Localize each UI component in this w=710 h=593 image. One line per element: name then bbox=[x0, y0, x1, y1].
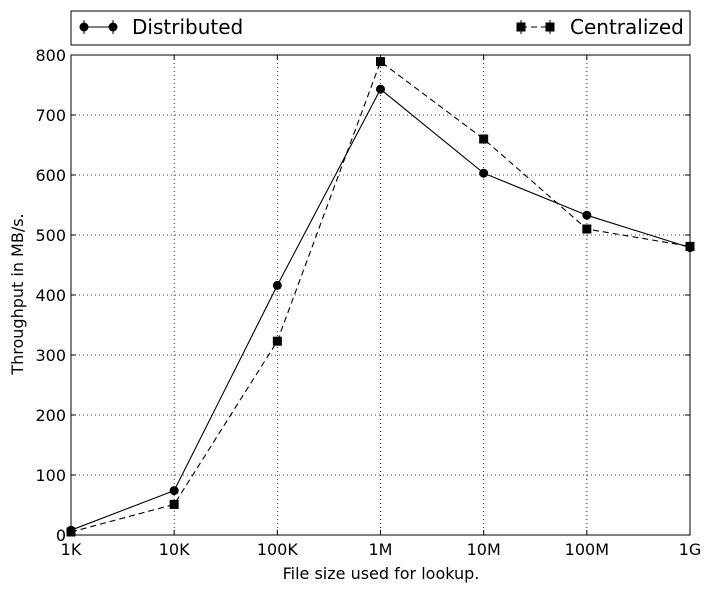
data-point-centralized bbox=[272, 336, 282, 346]
legend: Distributed Centralized bbox=[70, 10, 691, 46]
legend-marker-circle bbox=[79, 22, 89, 32]
plot-area: 1K 10K 100K 1M 10M 100M 1G 0 100 200 300 400 500 600 7… bbox=[35, 46, 701, 559]
x-tick-label: 1G bbox=[679, 540, 702, 559]
legend-label-distributed: Distributed bbox=[132, 15, 243, 39]
legend-frame bbox=[70, 10, 691, 46]
plot-frame bbox=[70, 54, 691, 536]
y-tick-label: 500 bbox=[35, 226, 66, 245]
x-tick-label: 1K bbox=[61, 540, 82, 559]
y-tick-label: 200 bbox=[35, 406, 66, 425]
data-point-centralized bbox=[376, 57, 385, 67]
data-point-distributed bbox=[479, 168, 489, 178]
legend-entry-centralized: Centralized bbox=[516, 15, 684, 39]
y-tick-label: 700 bbox=[35, 106, 66, 125]
x-tick-label: 100K bbox=[257, 540, 299, 559]
y-tick-label: 0 bbox=[56, 526, 66, 545]
x-axis-label: File size used for lookup. bbox=[283, 564, 480, 583]
legend-marker-square bbox=[545, 22, 555, 32]
data-point-distributed bbox=[272, 280, 282, 290]
data-point-distributed bbox=[376, 84, 385, 94]
legend-marker-circle bbox=[108, 22, 118, 32]
x-tick-label: 1M bbox=[369, 540, 393, 559]
x-tick-label: 100M bbox=[565, 540, 609, 559]
data-point-centralized bbox=[582, 224, 592, 234]
y-tick-label: 800 bbox=[35, 46, 66, 65]
series-line-centralized bbox=[70, 60, 691, 533]
y-tick-label: 400 bbox=[35, 286, 66, 305]
x-tick-label: 10K bbox=[159, 540, 190, 559]
data-point-centralized bbox=[169, 499, 179, 509]
legend-entry-distributed: Distributed bbox=[79, 15, 243, 39]
data-point-distributed bbox=[582, 210, 592, 220]
x-tick-label: 10M bbox=[467, 540, 501, 559]
data-point-distributed bbox=[169, 486, 179, 496]
y-tick-label: 300 bbox=[35, 346, 66, 365]
y-axis-label: Throughput in MB/s. bbox=[8, 213, 27, 375]
legend-marker-square bbox=[516, 22, 526, 32]
y-tick-label: 100 bbox=[35, 466, 66, 485]
y-tick-label: 600 bbox=[35, 166, 66, 185]
legend-label-centralized: Centralized bbox=[570, 15, 684, 39]
data-point-centralized bbox=[479, 134, 489, 144]
